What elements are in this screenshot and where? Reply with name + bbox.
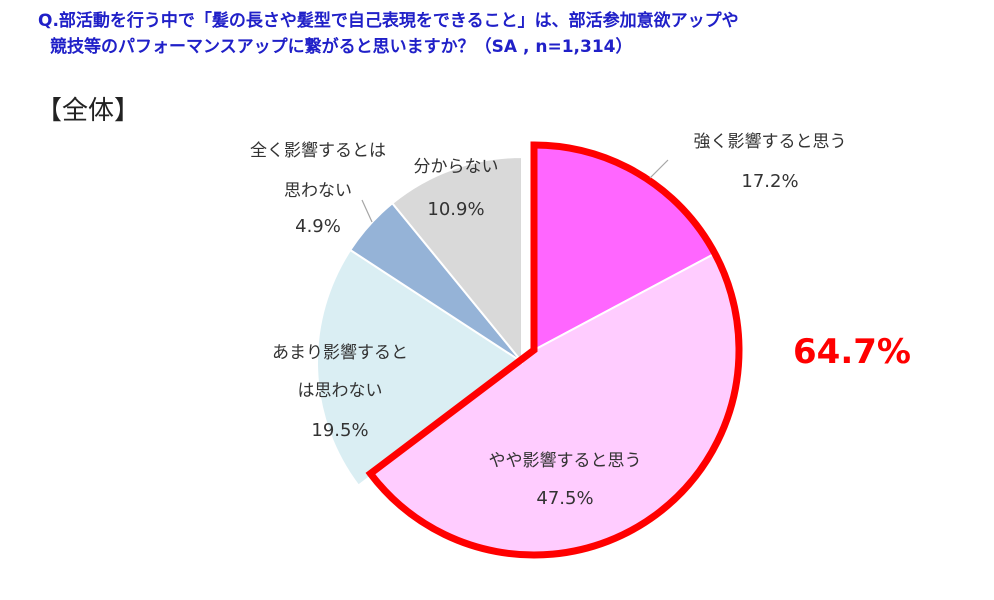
pie-slice — [316, 248, 524, 488]
slice-label: 全く影響するとは — [250, 141, 386, 161]
slice-value-label: 17.2% — [741, 171, 798, 192]
slice-value-label: 19.5% — [311, 420, 368, 441]
pie-slice — [390, 155, 523, 365]
highlight-total-label: 64.7% — [793, 332, 911, 372]
question-line-1: Q.部活動を行う中で「髪の長さや髪型で自己表現をできること」は、部活参加意欲アッ… — [38, 11, 739, 31]
slice-value-label: 4.9% — [295, 216, 341, 237]
slice-value-label: 10.9% — [427, 199, 484, 220]
slice-value-label: 47.5% — [536, 488, 593, 509]
slice-label: 思わない — [284, 181, 352, 201]
question-line-2: 競技等のパフォーマンスアップに繋がると思いますか？（SA , n=1,314） — [50, 37, 633, 57]
slice-label: 強く影響すると思う — [694, 132, 847, 152]
question-title: Q.部活動を行う中で「髪の長さや髪型で自己表現をできること」は、部活参加意欲アッ… — [38, 8, 978, 60]
slice-label: 分からない — [414, 157, 499, 177]
slice-label: やや影響すると思う — [489, 451, 642, 471]
leader-line — [649, 159, 669, 179]
highlight-outline — [365, 141, 743, 559]
leader-line — [361, 199, 373, 223]
chart-subtitle: 【全体】 — [36, 96, 141, 126]
slice-label: あまり影響すると — [272, 343, 408, 363]
slice-label: は思わない — [298, 381, 383, 401]
